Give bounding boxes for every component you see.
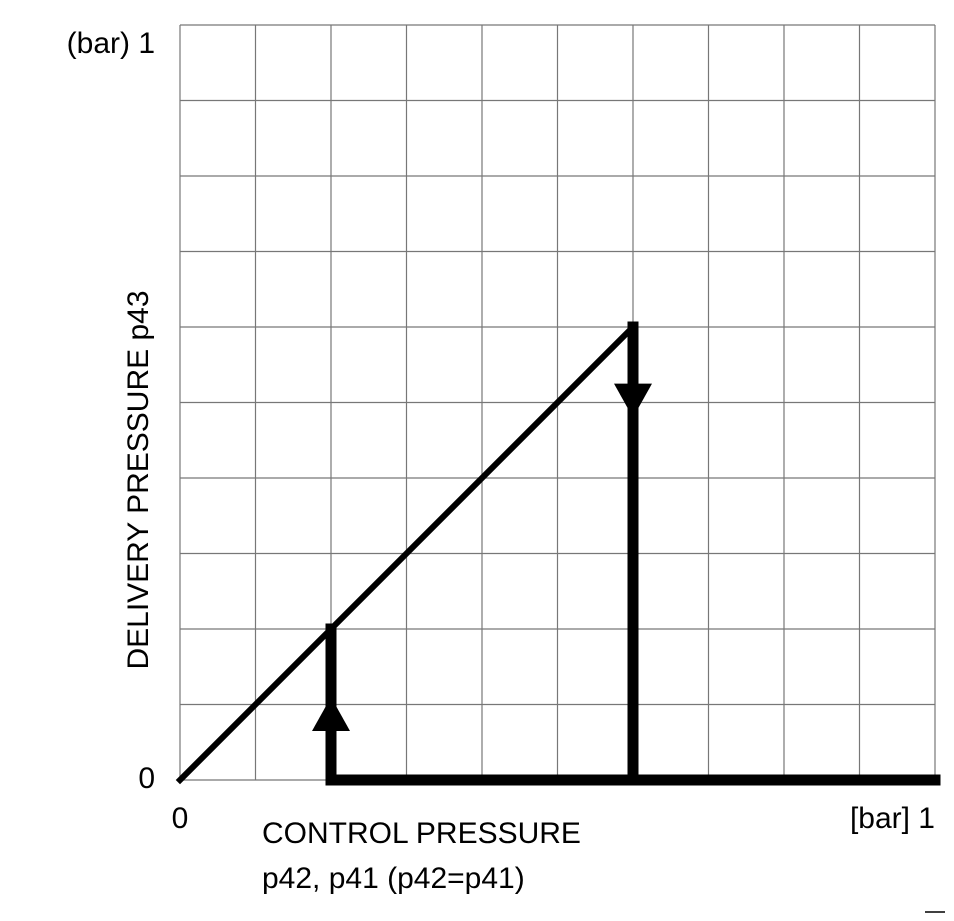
x-axis-title: p42, p41 (p42=p41) [262, 862, 525, 895]
series-line [175, 322, 638, 785]
y-tick-label: (bar) 1 [67, 27, 155, 60]
x-tick-label: [bar] 1 [850, 802, 935, 835]
series-line [325, 623, 941, 786]
x-tick-label: 0 [172, 802, 189, 835]
direction-arrow [614, 383, 652, 418]
direction-arrow [312, 696, 350, 731]
x-axis-title: CONTROL PRESSURE [262, 817, 581, 850]
y-axis-title: DELIVERY PRESSURE p43 [122, 290, 155, 669]
y-tick-label: 0 [138, 762, 155, 795]
